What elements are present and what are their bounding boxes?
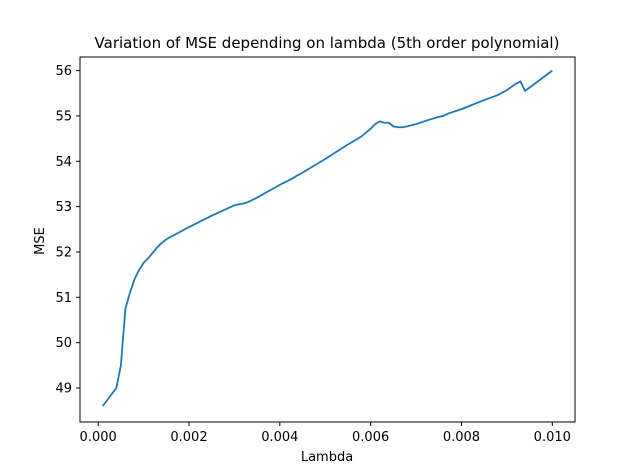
- x-axis-ticks: 0.000 0.002 0.004 0.006 0.008 0.010: [80, 422, 571, 445]
- y-axis-ticks: 49 50 51 52 53 54 55 56: [55, 64, 80, 396]
- y-tick-label: 53: [55, 200, 72, 215]
- x-tick-label: 0.002: [170, 430, 207, 445]
- x-tick-label: 0.008: [443, 430, 480, 445]
- y-tick-label: 51: [55, 291, 72, 306]
- y-tick-label: 52: [55, 245, 72, 260]
- x-tick-label: 0.000: [80, 430, 117, 445]
- x-tick-label: 0.010: [534, 430, 571, 445]
- chart-title: Variation of MSE depending on lambda (5t…: [95, 34, 560, 52]
- y-tick-label: 54: [55, 155, 72, 170]
- x-axis-label: Lambda: [301, 450, 353, 465]
- y-axis-label: MSE: [33, 227, 48, 255]
- plot-area: [101, 69, 553, 407]
- y-tick-label: 56: [55, 64, 72, 79]
- x-tick-label: 0.006: [352, 430, 389, 445]
- series-line: [101, 69, 553, 407]
- plot-frame: [79, 56, 576, 423]
- y-tick-label: 50: [55, 336, 72, 351]
- y-tick-label: 49: [55, 381, 72, 396]
- x-tick-label: 0.004: [261, 430, 298, 445]
- y-tick-label: 55: [55, 109, 72, 124]
